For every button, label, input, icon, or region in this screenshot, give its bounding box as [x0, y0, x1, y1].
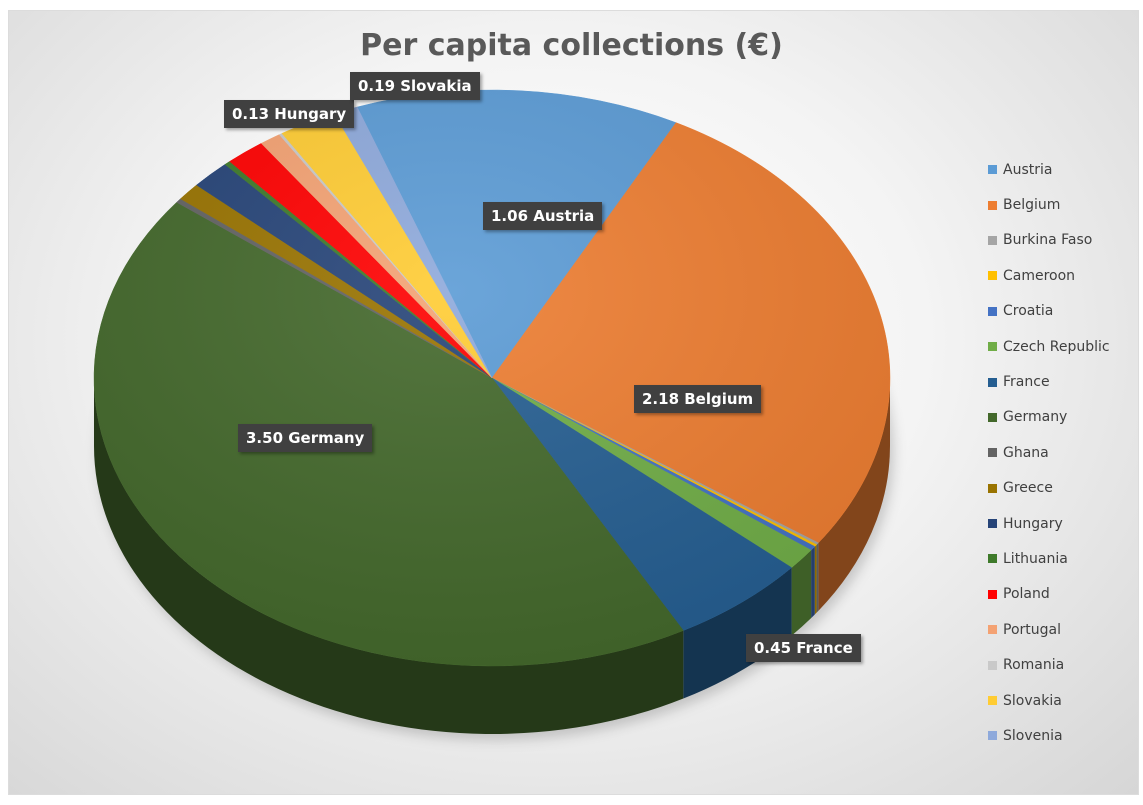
legend-swatch [988, 412, 997, 422]
legend-label: Slovenia [1003, 727, 1063, 744]
legend-label: Romania [1003, 657, 1065, 674]
legend-item-croatia: Croatia [988, 294, 1138, 329]
legend-swatch [988, 625, 997, 635]
pie-side-czech-republic [791, 550, 812, 636]
pie-side-burkina-faso [816, 542, 819, 613]
legend-swatch [988, 377, 997, 387]
legend-item-ghana: Ghana [988, 435, 1138, 470]
legend-label: Ghana [1003, 444, 1049, 461]
legend-label: Belgium [1003, 197, 1061, 214]
legend-label: Germany [1003, 409, 1068, 426]
legend-label: Poland [1003, 586, 1050, 603]
data-label-germany: 3.50 Germany [238, 424, 373, 452]
legend-swatch [988, 165, 997, 175]
legend-item-germany: Germany [988, 400, 1138, 435]
legend-label: Czech Republic [1003, 338, 1110, 355]
legend-item-austria: Austria [988, 152, 1138, 187]
chart-title: Per capita collections (€) [360, 28, 783, 63]
legend-item-hungary: Hungary [988, 506, 1138, 541]
legend-swatch [988, 342, 997, 352]
legend-swatch [988, 589, 997, 599]
legend-item-portugal: Portugal [988, 612, 1138, 647]
legend-label: France [1003, 374, 1050, 391]
legend-swatch [988, 519, 997, 529]
pie-side-france [683, 567, 792, 699]
pie-side-croatia [811, 546, 815, 619]
legend-swatch [988, 235, 997, 245]
data-label-slovakia: 0.19 Slovakia [350, 72, 480, 100]
legend-item-greece: Greece [988, 471, 1138, 506]
legend-swatch [988, 271, 997, 281]
legend-label: Austria [1003, 161, 1053, 178]
legend-label: Hungary [1003, 515, 1063, 532]
legend-item-romania: Romania [988, 647, 1138, 682]
legend-label: Cameroon [1003, 267, 1076, 284]
legend-item-france: France [988, 364, 1138, 399]
data-label-france: 0.45 France [746, 634, 861, 662]
legend-swatch [988, 200, 997, 210]
legend: Austria Belgium Burkina Faso Cameroon Croati… [988, 152, 1138, 754]
legend-item-cameroon: Cameroon [988, 258, 1138, 293]
pie-side-cameroon [814, 544, 817, 615]
legend-item-slovakia: Slovakia [988, 683, 1138, 718]
legend-label: Lithuania [1003, 550, 1068, 567]
legend-label: Slovakia [1003, 692, 1062, 709]
legend-swatch [988, 483, 997, 493]
legend-swatch [988, 731, 997, 741]
legend-swatch [988, 448, 997, 458]
legend-swatch [988, 554, 997, 564]
data-label-austria: 1.06 Austria [483, 202, 603, 230]
legend-label: Greece [1003, 480, 1053, 497]
legend-label: Croatia [1003, 303, 1054, 320]
legend-label: Portugal [1003, 621, 1061, 638]
legend-item-slovenia: Slovenia [988, 718, 1138, 753]
legend-swatch [988, 696, 997, 706]
pie-side-belgium [818, 378, 890, 611]
data-label-belgium: 2.18 Belgium [634, 385, 762, 413]
legend-item-poland: Poland [988, 577, 1138, 612]
legend-swatch [988, 660, 997, 670]
legend-item-belgium: Belgium [988, 187, 1138, 222]
legend-item-burkina-faso: Burkina Faso [988, 223, 1138, 258]
pie-side-germany [94, 378, 684, 734]
pie-gloss [94, 90, 890, 666]
legend-item-lithuania: Lithuania [988, 541, 1138, 576]
legend-label: Burkina Faso [1003, 232, 1093, 249]
legend-swatch [988, 306, 997, 316]
legend-item-czech-republic: Czech Republic [988, 329, 1138, 364]
data-label-hungary: 0.13 Hungary [224, 100, 355, 128]
